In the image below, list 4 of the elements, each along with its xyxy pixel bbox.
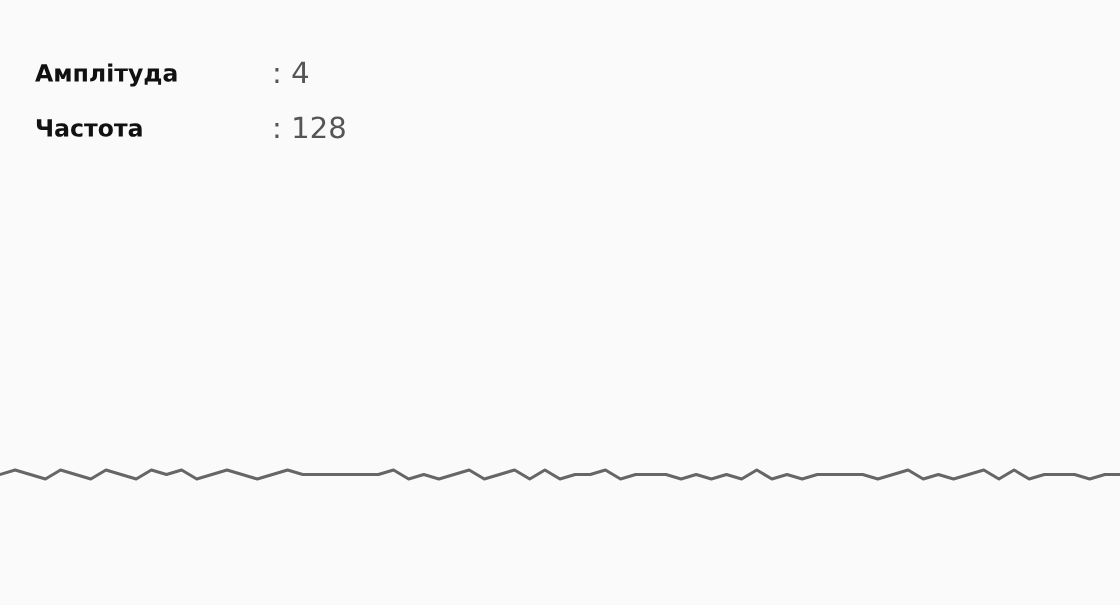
- text: Амплітуда: [35, 63, 177, 87]
- text: : 4: [275, 61, 309, 84]
- text: Частота: [36, 119, 142, 137]
- text: : 128: [275, 116, 345, 139]
